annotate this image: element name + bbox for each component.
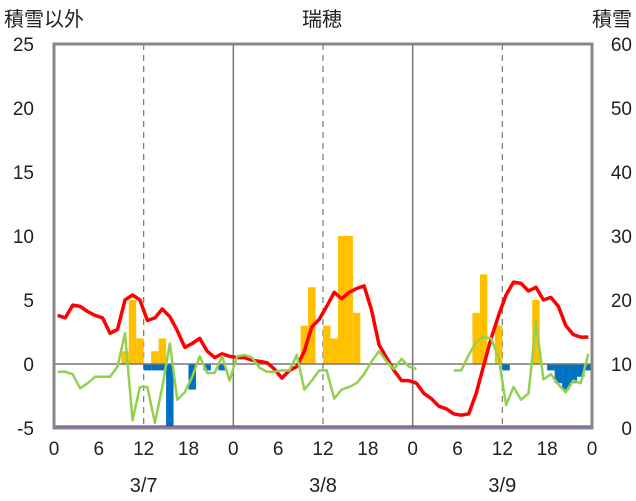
y-tick-label-right: 50 <box>611 99 632 120</box>
x-tick-label: 18 <box>537 439 558 460</box>
day-label: 3/8 <box>309 475 337 497</box>
y-tick-label-left: 5 <box>23 291 34 312</box>
data-bar <box>323 325 331 364</box>
data-bar <box>158 338 167 364</box>
data-bar <box>330 338 338 364</box>
x-tick-label: 12 <box>492 439 513 460</box>
y-tick-label-left: 15 <box>13 163 34 184</box>
y-tick-label-left: 10 <box>13 227 34 248</box>
data-bar <box>345 236 353 364</box>
green-series-line <box>453 320 590 407</box>
data-bar <box>166 364 174 428</box>
data-bar <box>584 364 592 371</box>
data-bar <box>203 364 211 371</box>
data-bar <box>547 364 555 371</box>
data-bar <box>143 364 152 371</box>
y-tick-label-right: 40 <box>611 163 632 184</box>
green-series-line <box>57 332 417 425</box>
data-bar <box>151 351 159 364</box>
x-tick-label: 6 <box>452 439 463 460</box>
data-bar <box>300 325 309 364</box>
right-axis-label: 積雪 <box>592 8 632 31</box>
y-tick-label-left: 0 <box>23 355 34 376</box>
y-tick-label-left: 20 <box>13 99 34 120</box>
y-tick-label-right: 0 <box>621 419 632 440</box>
data-bar <box>352 312 361 364</box>
data-bar <box>151 364 159 371</box>
left-axis-label: 積雪以外 <box>4 8 84 31</box>
y-tick-label-left: 25 <box>13 35 34 56</box>
y-tick-label-right: 10 <box>611 355 632 376</box>
data-bar <box>158 364 167 371</box>
data-bar <box>554 364 563 384</box>
data-bar <box>577 364 585 377</box>
data-bar <box>502 364 510 371</box>
y-tick-label-right: 20 <box>611 291 632 312</box>
plot-frame <box>52 42 594 430</box>
red-series-line <box>57 280 589 417</box>
chart-title: 瑞穂 <box>302 8 342 31</box>
x-tick-label: 0 <box>228 439 239 460</box>
data-bar <box>121 351 129 364</box>
y-tick-label-left: -5 <box>17 419 34 440</box>
x-tick-label: 18 <box>178 439 199 460</box>
data-bar <box>494 325 503 364</box>
data-bar <box>128 300 137 364</box>
day-label: 3/7 <box>130 475 158 497</box>
y-tick-label-right: 30 <box>611 227 632 248</box>
x-tick-label: 6 <box>94 439 105 460</box>
x-tick-label: 18 <box>357 439 378 460</box>
day-label: 3/9 <box>488 475 516 497</box>
x-tick-label: 0 <box>587 439 598 460</box>
x-tick-label: 12 <box>133 439 154 460</box>
data-bar <box>218 364 226 371</box>
data-bar <box>472 312 480 364</box>
x-tick-label: 6 <box>273 439 284 460</box>
data-bar <box>569 364 578 384</box>
x-tick-label: 12 <box>312 439 333 460</box>
data-bar <box>562 364 570 390</box>
x-tick-label: 0 <box>407 439 418 460</box>
x-tick-label: 0 <box>49 439 60 460</box>
y-tick-label-right: 60 <box>611 35 632 56</box>
data-bar <box>479 274 488 364</box>
data-bar <box>136 338 144 364</box>
